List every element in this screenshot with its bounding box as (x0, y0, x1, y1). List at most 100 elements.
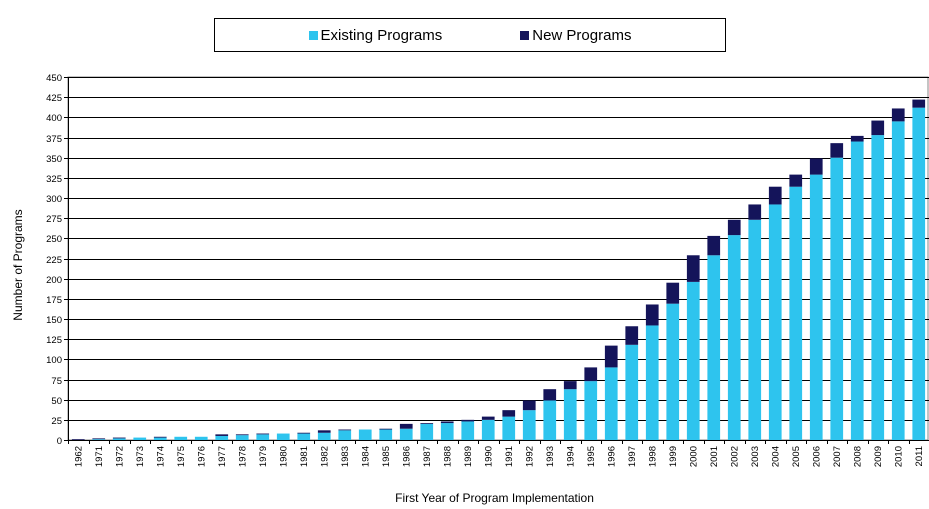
bar-existing (297, 433, 311, 440)
bar-new (707, 235, 721, 256)
x-tick-label: 1988 (442, 446, 453, 467)
bar-existing (625, 344, 639, 440)
bar-new (461, 419, 475, 422)
bar-existing (215, 435, 229, 440)
legend-swatch-new (520, 30, 530, 40)
x-tick-label: 2001 (709, 446, 720, 467)
y-tick-label: 175 (46, 295, 62, 306)
bar-existing (235, 435, 249, 440)
bar-existing (584, 381, 598, 440)
bar-new (625, 326, 639, 345)
bar-new (92, 438, 106, 440)
bar-new (440, 421, 454, 424)
x-tick-label: 1980 (278, 446, 289, 467)
x-tick-label: 1993 (545, 446, 556, 467)
bar-existing (809, 174, 823, 440)
y-tick-label: 75 (51, 376, 62, 387)
bar-new (912, 99, 926, 108)
x-tick-label: 1986 (401, 446, 412, 467)
x-tick-label: 1972 (114, 446, 125, 467)
y-tick-label: 325 (46, 174, 62, 185)
x-tick-label: 1989 (463, 446, 474, 467)
bar-existing (92, 439, 106, 440)
y-tick-label: 375 (46, 134, 62, 145)
bar-existing (461, 421, 475, 440)
x-tick-label: 1985 (381, 446, 392, 467)
bar-new (235, 434, 249, 436)
bar-new (481, 416, 495, 420)
bar-existing (543, 400, 557, 440)
x-tick-label: 1977 (217, 446, 228, 467)
bar-existing (789, 186, 803, 440)
bar-new (645, 304, 659, 326)
y-tick-label: 275 (46, 214, 62, 225)
bar-existing (379, 429, 393, 440)
x-tick-label: 1990 (483, 446, 494, 467)
x-tick-label: 1994 (565, 446, 576, 467)
bar-existing (440, 423, 454, 440)
bar-new (727, 219, 741, 236)
bar-existing (276, 433, 290, 440)
bar-new (297, 432, 311, 434)
y-tick-label: 25 (51, 416, 62, 427)
legend-label-existing: Existing Programs (320, 26, 443, 44)
x-tick-label: 1997 (627, 446, 638, 467)
x-tick-label: 1978 (237, 446, 248, 467)
bar-new (809, 158, 823, 175)
x-tick-label: 1999 (668, 446, 679, 467)
bar-existing (502, 416, 516, 440)
y-tick-label: 300 (46, 194, 62, 205)
legend-entry-new: New Programs (520, 27, 631, 44)
bar-existing (399, 428, 413, 440)
x-tick-label: 2007 (832, 446, 843, 467)
x-tick-label: 1992 (524, 446, 535, 467)
x-tick-label: 1983 (340, 446, 351, 467)
bar-existing (645, 325, 659, 440)
x-tick-label: 2011 (914, 446, 925, 466)
bar-existing (420, 423, 434, 440)
bar-existing (317, 432, 331, 440)
axes: 0 25 50 75 100 125 150 175 200 225 250 275 300 325 350… (46, 73, 929, 467)
bar-new (112, 437, 126, 439)
y-axis-title: Number of Programs (11, 209, 25, 321)
x-tick-label: 2008 (852, 446, 863, 467)
bar-new (563, 381, 577, 390)
x-tick-label: 2005 (791, 446, 802, 467)
bar-new (543, 389, 557, 401)
y-tick-label: 100 (46, 355, 62, 366)
x-tick-label: 1981 (299, 446, 310, 467)
bar-existing (707, 255, 721, 440)
bar-existing (686, 281, 700, 440)
bar-new (420, 423, 434, 424)
x-tick-label: 2000 (688, 446, 699, 467)
x-tick-label: 1995 (586, 446, 597, 467)
bar-new (891, 108, 905, 122)
x-tick-label: 2003 (750, 446, 761, 467)
y-tick-label: 400 (46, 113, 62, 124)
bar-new (153, 436, 167, 438)
x-tick-label: 2002 (729, 446, 740, 467)
bar-new (666, 282, 680, 304)
x-tick-label: 2006 (811, 446, 822, 467)
x-tick-label: 2009 (873, 446, 884, 467)
y-tick-label: 250 (46, 234, 62, 245)
y-tick-label: 225 (46, 255, 62, 266)
bar-existing (666, 303, 680, 440)
bar-existing (338, 430, 352, 440)
bar-new (686, 255, 700, 282)
bar-existing (358, 429, 372, 440)
legend-swatch-existing (308, 30, 318, 40)
legend-label-new: New Programs (532, 26, 632, 44)
bar-existing (850, 141, 864, 441)
bar-existing (871, 135, 885, 440)
bar-new (584, 367, 598, 382)
x-tick-label: 1998 (647, 446, 658, 467)
bar-existing (768, 204, 782, 440)
bar-new (215, 434, 229, 436)
x-tick-label: 1976 (196, 446, 207, 467)
bar-existing (153, 437, 167, 440)
bar-existing (522, 410, 536, 440)
x-tick-label: 1996 (606, 446, 617, 467)
bar-new (850, 135, 864, 142)
